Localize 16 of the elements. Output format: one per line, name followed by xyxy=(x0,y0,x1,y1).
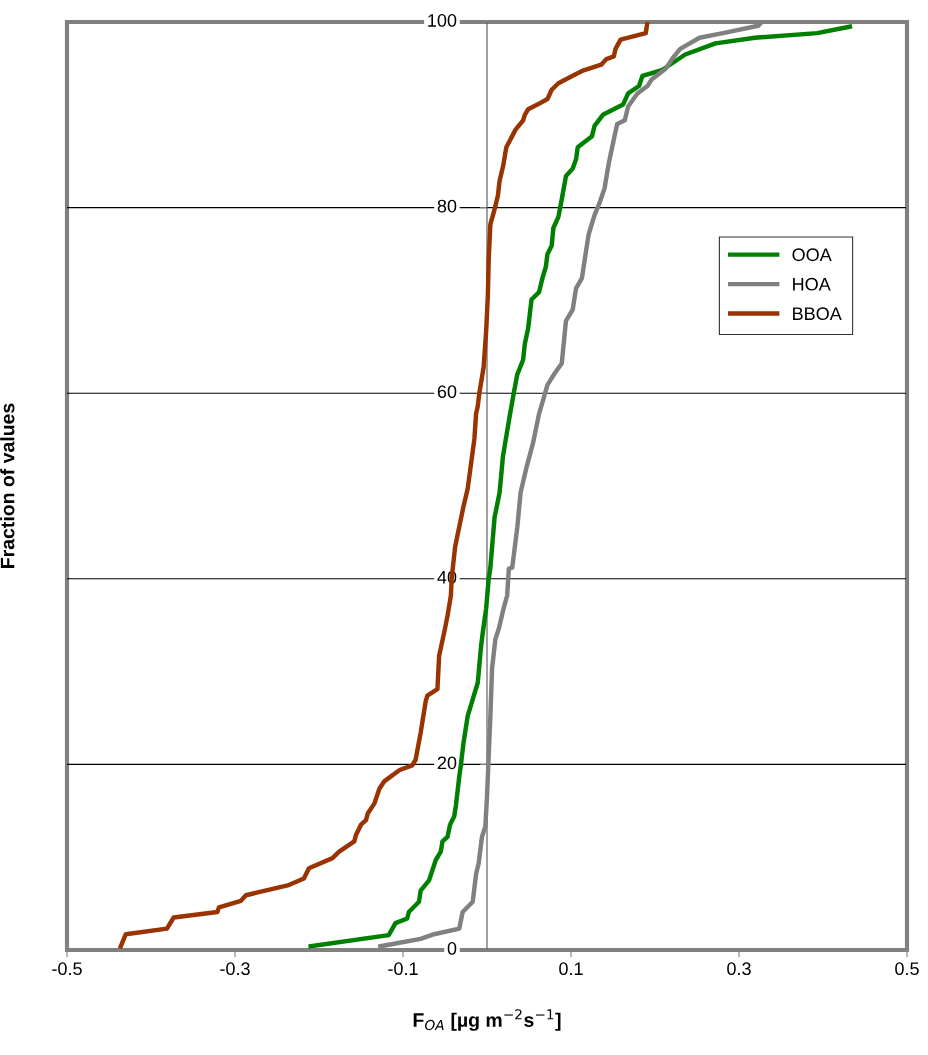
x-tick-label: -0.1 xyxy=(388,962,418,976)
legend-label: OOA xyxy=(792,248,832,262)
x-tick-label: 0.5 xyxy=(895,962,919,976)
legend-label: HOA xyxy=(793,277,831,291)
y-tick-label: 0 xyxy=(447,942,457,955)
y-tick-label: 80 xyxy=(437,199,457,213)
y-tick-label: 20 xyxy=(437,756,457,770)
y-axis-title: Fraction of values xyxy=(0,403,15,568)
x-tick-label: -0.3 xyxy=(220,962,250,976)
y-tick-label: 60 xyxy=(437,385,457,399)
x-axis-title: F$_{OA}$ [µg m$^{−2}$s$^{−1}$] xyxy=(413,1009,561,1031)
x-tick-label: -0.5 xyxy=(52,962,82,976)
x-tick-label: 0.1 xyxy=(559,962,583,976)
x-tick-label: 0.3 xyxy=(727,962,751,976)
legend-label: BBOA xyxy=(793,307,842,321)
y-tick-label: 100 xyxy=(428,14,457,27)
